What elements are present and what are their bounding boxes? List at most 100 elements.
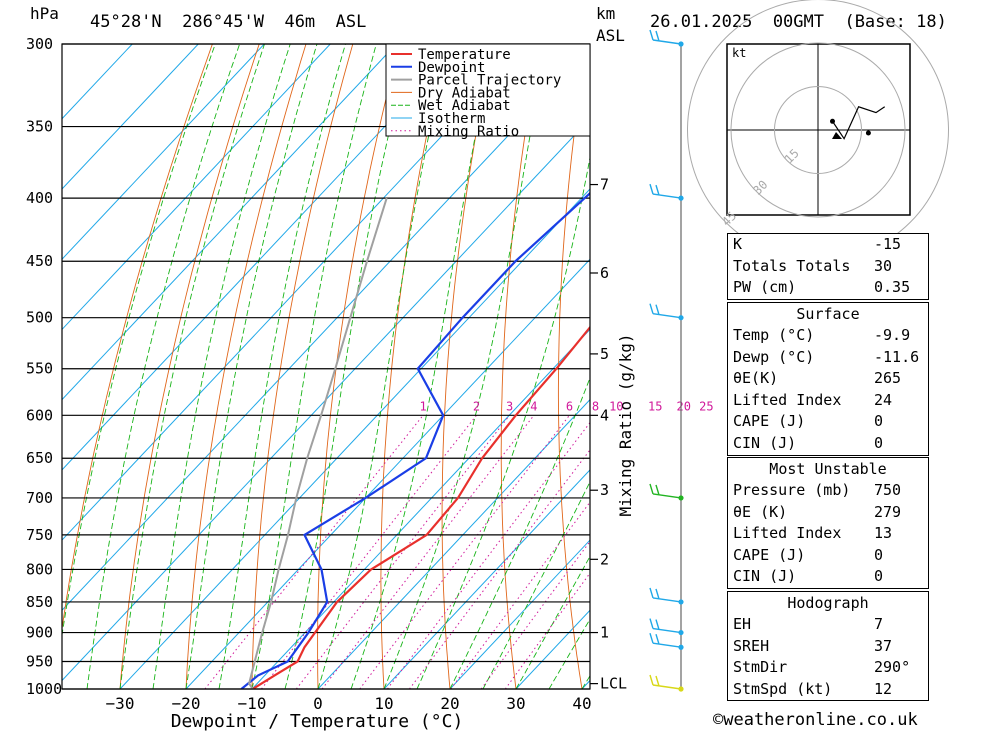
mixing-ratio-label: 8 xyxy=(592,399,599,413)
hodograph-unit: kt xyxy=(732,46,746,60)
km-tick-label: 5 xyxy=(600,345,609,363)
wind-barb xyxy=(649,674,682,690)
index-row-k: K -15 xyxy=(733,235,902,253)
x-axis-label: Dewpoint / Temperature (°C) xyxy=(171,711,464,732)
temperature-tick-label: 10 xyxy=(374,694,393,713)
dry-adiabat-line xyxy=(62,44,213,632)
plot-frame xyxy=(61,43,591,690)
legend-entry: Mixing Ratio xyxy=(418,124,519,140)
km-tick-label: 3 xyxy=(600,481,609,499)
hodograph-title: Hodograph xyxy=(787,594,869,612)
pressure-tick-label: 800 xyxy=(26,560,53,578)
mixing-ratio-label: 10 xyxy=(609,399,623,413)
storm-motion-point xyxy=(865,130,871,136)
wind-barb xyxy=(649,483,682,499)
most-unstable-table: Most Unstable Pressure (mb) 750 θE (K) 279… xyxy=(727,457,929,589)
wind-barb xyxy=(649,303,682,319)
temperature-tick-label: 0 xyxy=(313,694,323,713)
isotherm-line xyxy=(62,44,265,260)
hodograph-table: Hodograph EH 7 SREH 37 StmDir 290° StmSpd (… xyxy=(727,591,929,702)
wind-barb xyxy=(649,633,682,648)
legend-entry: Dry Adiabat xyxy=(418,85,511,101)
hodograph-surface-point xyxy=(830,118,835,124)
mixing-ratio-label: 1 xyxy=(419,399,426,413)
wet-adiabat-line xyxy=(218,44,346,689)
hodograph-trace xyxy=(832,106,886,140)
hodograph-arrow xyxy=(832,132,842,139)
isotherm-line xyxy=(62,44,133,120)
wind-barb xyxy=(649,618,682,634)
parcel-trajectory-line xyxy=(248,197,388,689)
km-tick-label: 2 xyxy=(600,550,609,568)
dry-adiabat-line xyxy=(668,44,714,689)
isotherm-line xyxy=(317,398,590,689)
wet-adiabat-line xyxy=(62,44,216,639)
mixing-ratio-label: 20 xyxy=(677,399,691,413)
wind-barb xyxy=(649,29,682,45)
mixing-ratio-label: 6 xyxy=(566,399,573,413)
pressure-tick-label: 300 xyxy=(26,35,53,53)
wet-adiabat-line xyxy=(317,44,450,689)
hpa-axis-unit: hPa xyxy=(30,4,59,23)
temperature-tick-label: 30 xyxy=(506,694,525,713)
legend-entry: Parcel Trajectory xyxy=(418,73,561,89)
legend-entry: Isotherm xyxy=(418,111,485,127)
wet-adiabat-line xyxy=(482,480,590,689)
wet-adiabat-line xyxy=(350,44,495,689)
mixing-ratio-axis-label: Mixing Ratio (g/kg) xyxy=(616,333,635,516)
temperature-tick-label: −20 xyxy=(172,694,201,713)
pressure-tick-label: 1000 xyxy=(26,680,62,698)
temperature-tick-label: 20 xyxy=(440,694,459,713)
wet-adiabat-line xyxy=(152,44,291,689)
pressure-tick-label: 550 xyxy=(26,360,53,378)
temperature-tick-label: −10 xyxy=(238,694,267,713)
surface-title: Surface xyxy=(796,305,860,323)
most-unstable-title: Most Unstable xyxy=(769,460,887,478)
km-axis-unit: km xyxy=(596,4,616,23)
temperature-tick-label: 40 xyxy=(572,694,591,713)
pressure-tick-label: 350 xyxy=(26,118,53,136)
wind-level-dot xyxy=(678,644,684,650)
dry-adiabat-line xyxy=(317,44,401,689)
forecast-datetime: 26.01.2025 00GMT (Base: 18) xyxy=(650,12,947,32)
wet-adiabat-line xyxy=(185,44,318,689)
pressure-tick-label: 500 xyxy=(26,309,53,327)
dewpoint-line xyxy=(240,191,590,689)
temperature-line xyxy=(252,325,590,689)
temperature-tick-label: −30 xyxy=(106,694,135,713)
pressure-tick-label: 850 xyxy=(26,593,53,611)
index-row-totals: Totals Totals 30 xyxy=(733,256,893,275)
wet-adiabat-line xyxy=(548,618,590,689)
mixing-ratio-label: 25 xyxy=(699,399,713,413)
mixing-ratio-line xyxy=(295,414,510,689)
dry-adiabat-line xyxy=(119,44,260,689)
mixing-ratio-line xyxy=(504,572,590,689)
pressure-tick-label: 700 xyxy=(26,489,53,507)
km-tick-label: LCL xyxy=(600,675,627,693)
dry-adiabat-line xyxy=(961,44,1000,689)
pressure-tick-label: 950 xyxy=(26,653,53,671)
pressure-tick-label: 650 xyxy=(26,449,53,467)
indices-table-top: K -15 Totals Totals 30 PW (cm) 0.35 xyxy=(727,233,929,300)
isotherm-line xyxy=(449,539,590,689)
dry-adiabat-line xyxy=(251,44,354,689)
dry-adiabat-line xyxy=(441,44,494,689)
isotherm-line xyxy=(62,44,463,471)
copyright-footer: ©weatheronline.co.uk xyxy=(713,710,918,730)
mixing-ratio-line xyxy=(359,414,570,689)
mixing-ratio-line xyxy=(409,449,590,689)
pressure-tick-label: 600 xyxy=(26,406,53,424)
isotherm-line xyxy=(62,44,331,331)
legend-entry: Wet Adiabat xyxy=(418,98,511,114)
dry-adiabat-line xyxy=(185,44,307,689)
surface-table: Surface Temp (°C) -9.9 Dewp (°C) -11.6 θE(… xyxy=(727,302,929,456)
mixing-ratio-label: 4 xyxy=(530,399,537,413)
mixing-ratio-line xyxy=(480,540,590,689)
km-tick-label: 7 xyxy=(600,176,609,194)
km-tick-label: 6 xyxy=(600,264,609,282)
mixing-ratio-line xyxy=(386,421,590,689)
asl-axis-unit: ASL xyxy=(596,26,625,45)
